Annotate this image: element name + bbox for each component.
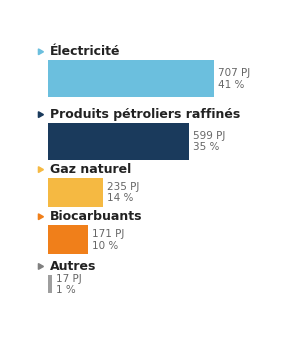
Text: 1 %: 1 % xyxy=(56,285,76,295)
Text: 171 PJ: 171 PJ xyxy=(92,229,124,239)
Text: Produits pétroliers raffinés: Produits pétroliers raffinés xyxy=(50,108,240,121)
Text: Biocarbuants: Biocarbuants xyxy=(50,210,142,223)
Text: Gaz naturel: Gaz naturel xyxy=(50,163,131,176)
Text: 41 %: 41 % xyxy=(218,80,244,89)
Polygon shape xyxy=(38,49,44,55)
Bar xyxy=(48,178,103,207)
Bar xyxy=(48,123,189,160)
Text: 35 %: 35 % xyxy=(193,142,219,152)
Polygon shape xyxy=(38,112,44,118)
Polygon shape xyxy=(38,167,44,172)
Text: 599 PJ: 599 PJ xyxy=(193,131,225,141)
Bar xyxy=(48,275,52,293)
Text: 10 %: 10 % xyxy=(92,240,118,251)
Polygon shape xyxy=(38,264,44,269)
Text: 707 PJ: 707 PJ xyxy=(218,68,250,78)
Text: Autres: Autres xyxy=(50,260,96,273)
Text: 14 %: 14 % xyxy=(107,193,134,203)
Polygon shape xyxy=(38,214,44,220)
Text: 235 PJ: 235 PJ xyxy=(107,182,139,192)
Bar xyxy=(48,225,88,254)
Bar xyxy=(48,61,214,97)
Text: 17 PJ: 17 PJ xyxy=(56,273,82,284)
Text: Électricité: Électricité xyxy=(50,45,120,58)
